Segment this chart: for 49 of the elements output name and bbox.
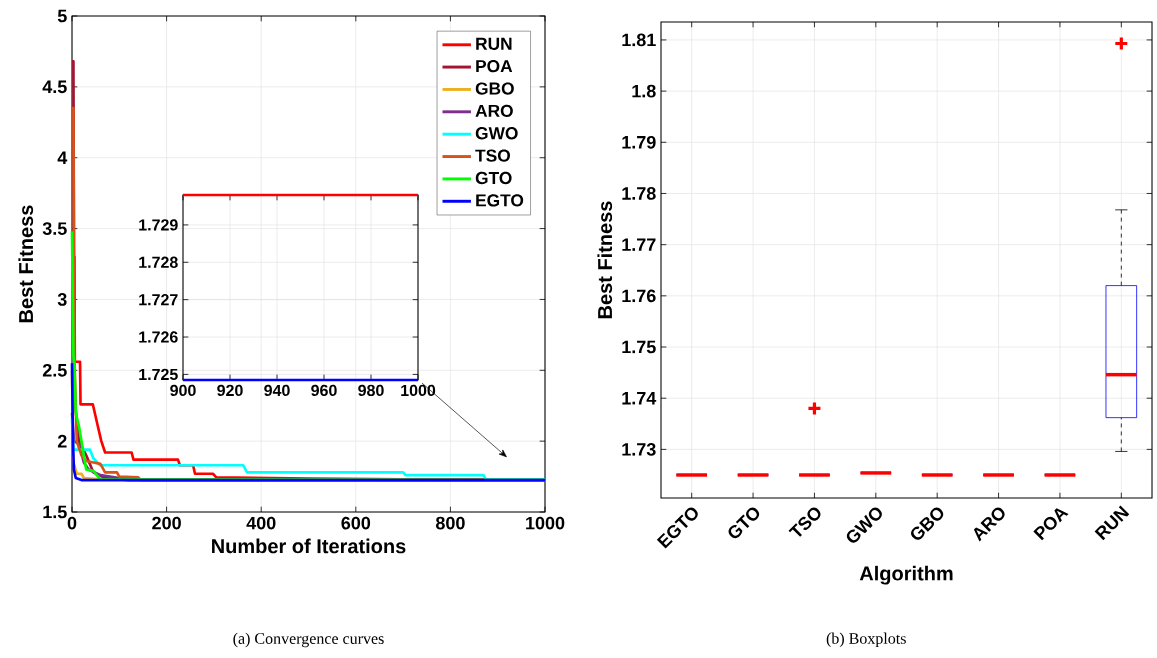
y-tick-label: 4.5 [42, 80, 67, 94]
x-axis-title: Number of Iterations [212, 538, 406, 554]
y-tick-label: 1.78 [622, 187, 656, 200]
x-tick-label: 980 [358, 384, 384, 397]
y-tick-label: 1.73 [622, 443, 656, 456]
x-tick-label: TSO [788, 507, 821, 537]
x-tick-label: 900 [170, 384, 196, 397]
y-tick-label: 1.726 [139, 331, 178, 343]
y-tick-label: 2 [57, 434, 67, 448]
legend-label: ARO [475, 104, 513, 118]
y-axis-title: Best Fitness [597, 201, 613, 319]
y-tick-label: 1.729 [139, 219, 178, 231]
y-tick-label: 3.5 [42, 222, 67, 235]
x-tick-label: 920 [217, 384, 243, 397]
x-tick-label: 0 [67, 516, 77, 530]
text: (a) Convergence curves [233, 632, 384, 648]
x-tick-label: 960 [311, 384, 337, 397]
y-tick-label: 1.75 [622, 340, 656, 354]
legend-label: TSO [475, 149, 510, 162]
legend-label: GTO [475, 171, 512, 185]
legend-label: GBO [475, 82, 514, 95]
y-tick-label: 1.76 [622, 289, 656, 303]
y-tick-label: 1.725 [139, 368, 178, 381]
text: (b) Boxplots [826, 632, 906, 648]
legend-label: RUN [476, 37, 512, 50]
x-axis-title: Algorithm [859, 565, 953, 585]
legend-label: GWO [475, 127, 518, 140]
y-tick-label: 5 [57, 9, 67, 23]
y-tick-label: 1.81 [622, 33, 656, 47]
y-tick-label: 1.74 [622, 392, 657, 405]
x-tick-label: 200 [152, 516, 181, 530]
y-tick-label: 1.728 [139, 256, 178, 268]
y-tick-label: 1.77 [622, 238, 656, 251]
legend-label: POA [476, 60, 513, 73]
legend-label: EGTO [476, 194, 524, 207]
x-tick-label: 1000 [401, 384, 436, 397]
x-tick-label: 600 [341, 516, 371, 530]
x-tick-label: 940 [264, 384, 290, 397]
y-tick-label: 1.727 [139, 294, 178, 306]
y-tick-label: 1.8 [632, 84, 656, 98]
x-tick-label: 800 [435, 516, 465, 530]
y-tick-label: 4 [57, 151, 68, 164]
x-tick-label: 400 [246, 516, 276, 530]
y-tick-label: 3 [57, 293, 67, 306]
y-tick-label: 1.79 [622, 135, 656, 149]
y-axis-title: Best Fitness [18, 205, 34, 323]
y-tick-label: 1.5 [43, 505, 67, 519]
x-tick-label: 1000 [526, 516, 565, 530]
y-tick-label: 2.5 [42, 363, 67, 377]
